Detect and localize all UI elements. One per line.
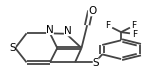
Text: O: O [88,6,96,16]
Text: F: F [132,30,137,39]
Text: F: F [106,21,111,30]
Text: S: S [93,58,99,68]
Text: N: N [64,26,72,36]
Text: S: S [9,43,16,53]
Text: N: N [46,25,54,35]
Text: F: F [132,21,137,30]
